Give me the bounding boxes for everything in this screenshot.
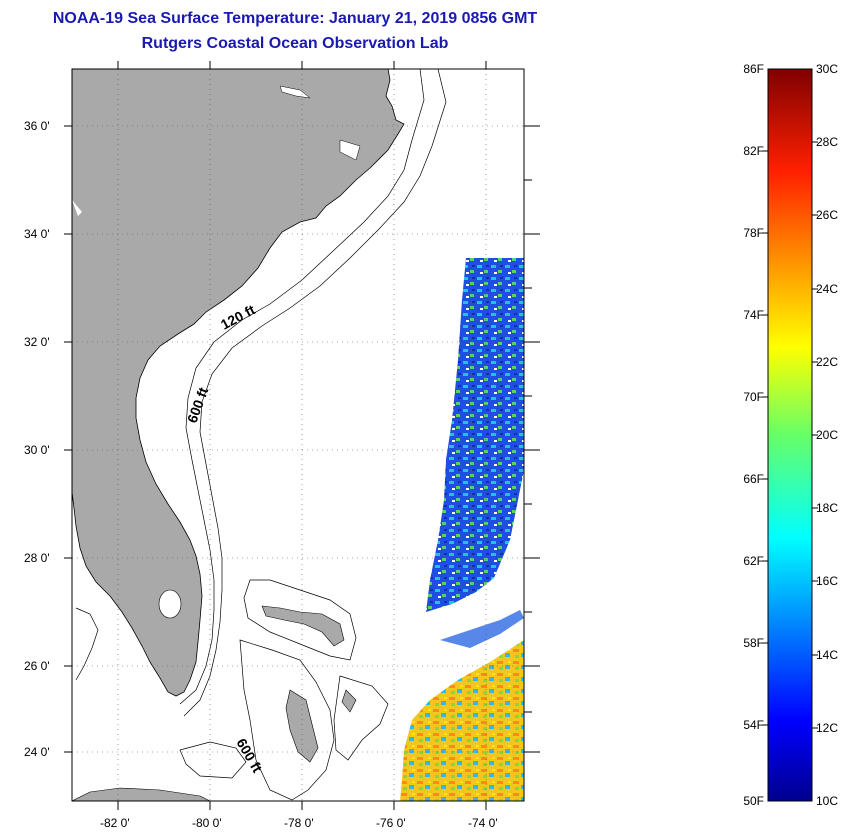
colorbar-c-label: 10C xyxy=(816,794,838,808)
colorbar-f-label: 74F xyxy=(743,308,764,322)
lon-label: -76 0' xyxy=(376,816,406,830)
colorbar-c-label: 22C xyxy=(816,355,838,369)
colorbar-c-label: 28C xyxy=(816,135,838,149)
colorbar-c-label: 26C xyxy=(816,208,838,222)
lat-label: 34 0' xyxy=(24,227,50,241)
sst-swath-north xyxy=(426,258,524,612)
lat-label: 30 0' xyxy=(24,443,50,457)
lon-label: -82 0' xyxy=(100,816,130,830)
lat-label: 26 0' xyxy=(24,659,50,673)
colorbar-c-label: 30C xyxy=(816,62,838,76)
map-grid xyxy=(72,69,524,801)
colorbar-c-label: 16C xyxy=(816,574,838,588)
colorbar-f-label: 54F xyxy=(743,718,764,732)
land-bahamas-andros xyxy=(285,689,319,763)
lon-label: -74 0' xyxy=(468,816,498,830)
colorbar-f-label: 86F xyxy=(743,62,764,76)
colorbar-f-label: 66F xyxy=(743,472,764,486)
colorbar-c-label: 18C xyxy=(816,501,838,515)
colorbar-f-label: 78F xyxy=(743,226,764,240)
colorbar-f-label: 62F xyxy=(743,554,764,568)
land-cuba xyxy=(72,787,211,801)
colorbar-c-label: 24C xyxy=(816,282,838,296)
colorbar xyxy=(767,68,813,802)
colorbar-c-label: 14C xyxy=(816,648,838,662)
colorbar-f-label: 50F xyxy=(743,794,764,808)
sst-swath-south xyxy=(400,640,524,801)
colorbar-c-label: 12C xyxy=(816,721,838,735)
lon-label: -78 0' xyxy=(284,816,314,830)
lat-label: 36 0' xyxy=(24,119,50,133)
colorbar-f-label: 82F xyxy=(743,144,764,158)
bathymetry-contours xyxy=(75,69,447,801)
colorbar-f-label: 58F xyxy=(743,636,764,650)
land-bahamas-abaco xyxy=(261,605,345,647)
land-us-east-coast xyxy=(72,69,405,697)
map-title: NOAA-19 Sea Surface Temperature: January… xyxy=(52,10,538,27)
colorbar-f-label: 70F xyxy=(743,390,764,404)
lat-label: 28 0' xyxy=(24,551,50,565)
lon-label: -80 0' xyxy=(192,816,222,830)
map-subtitle: Rutgers Coastal Ocean Observation Lab xyxy=(141,35,449,52)
lat-label: 32 0' xyxy=(24,335,50,349)
lat-label: 24 0' xyxy=(24,745,50,759)
colorbar-c-label: 20C xyxy=(816,428,838,442)
map-frame xyxy=(71,68,525,802)
